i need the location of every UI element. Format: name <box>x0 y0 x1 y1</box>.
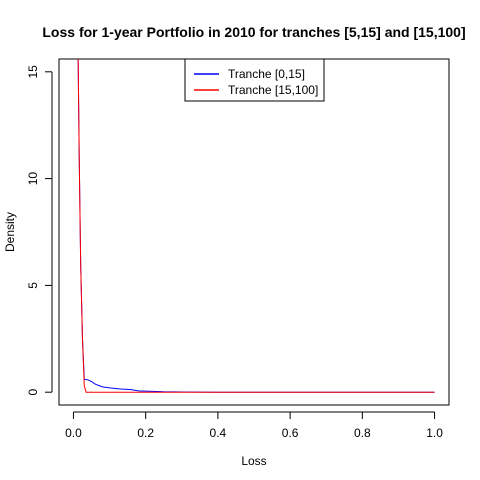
legend-frame <box>184 58 325 102</box>
x-tick-label: 0.4 <box>210 426 227 440</box>
legend-label-tranche-15-100: Tranche [15,100] <box>228 83 318 97</box>
legend-label-tranche-0-15: Tranche [0,15] <box>228 67 305 81</box>
x-axis-label: Loss <box>241 454 266 468</box>
series-line-1 <box>77 58 435 393</box>
y-tick-label: 0 <box>26 389 40 396</box>
x-tick-label: 0.2 <box>137 426 154 440</box>
x-tick-label: 0.8 <box>354 426 371 440</box>
chart-title: Loss for 1-year Portfolio in 2010 for tr… <box>42 24 465 40</box>
y-tick-label: 15 <box>26 65 40 79</box>
series-layer <box>77 58 435 393</box>
y-tick-label: 5 <box>26 282 40 289</box>
x-tick-label: 0.6 <box>282 426 299 440</box>
x-tick-label: 1.0 <box>426 426 443 440</box>
legend: Tranche [0,15] Tranche [15,100] <box>184 58 325 102</box>
y-axis: 0 5 10 15 <box>26 65 53 396</box>
y-axis-label: Density <box>3 212 17 252</box>
x-axis: 0.0 0.2 0.4 0.6 0.8 1.0 <box>65 411 443 440</box>
x-tick-label: 0.0 <box>65 426 82 440</box>
y-tick-label: 10 <box>26 172 40 186</box>
